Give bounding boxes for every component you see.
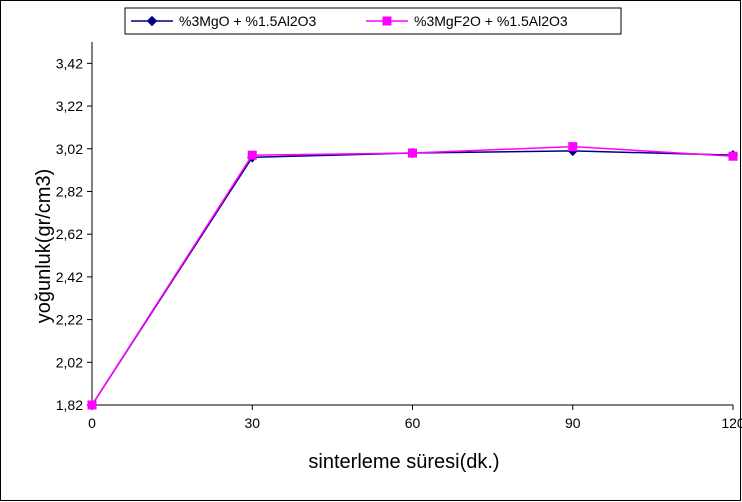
y-tick-label: 3,42 bbox=[56, 55, 83, 71]
series-2-point bbox=[87, 400, 97, 410]
series-2-point bbox=[728, 151, 738, 161]
x-axis-title: sinterleme süresi(dk.) bbox=[308, 451, 499, 473]
y-tick-label: 3,02 bbox=[56, 141, 83, 157]
x-tick-label: 30 bbox=[244, 415, 260, 431]
y-tick-label: 3,22 bbox=[56, 98, 83, 114]
series-1-line bbox=[91, 150, 734, 406]
series-2-point bbox=[568, 142, 578, 152]
y-tick-label: 2,42 bbox=[56, 269, 83, 285]
legend: %3MgO + %1.5Al2O3 %3MgF2O + %1.5Al2O3 bbox=[124, 7, 622, 35]
series-layer bbox=[86, 142, 739, 411]
y-tick-label: 2,62 bbox=[56, 226, 83, 242]
series-2-point bbox=[247, 150, 257, 160]
y-tick-label: 2,02 bbox=[56, 354, 83, 370]
y-tick-label: 2,22 bbox=[56, 312, 83, 328]
series-2-point bbox=[408, 148, 417, 158]
series-1 bbox=[86, 145, 739, 411]
legend-swatch-marker bbox=[382, 16, 392, 26]
axes: 1,82 2,02 2,22 2,42 2,62 2,82 3,02 3,22 3,42 0 30 6… bbox=[56, 42, 742, 431]
x-tick-label: 90 bbox=[565, 415, 581, 431]
legend-swatch-marker bbox=[146, 15, 158, 27]
x-tick-label: 120 bbox=[721, 415, 742, 431]
legend-label: %3MgO + %1.5Al2O3 bbox=[179, 13, 317, 29]
series-2-line bbox=[91, 145, 734, 406]
y-tick-label: 1,82 bbox=[56, 397, 83, 413]
x-tick-label: 0 bbox=[88, 415, 96, 431]
legend-label: %3MgF2O + %1.5Al2O3 bbox=[414, 13, 568, 29]
x-tick-label: 60 bbox=[405, 415, 421, 431]
y-axis-title: yoğunluk(gr/cm3) bbox=[33, 169, 55, 324]
y-tick-label: 2,82 bbox=[56, 183, 83, 199]
series-2 bbox=[87, 142, 738, 410]
